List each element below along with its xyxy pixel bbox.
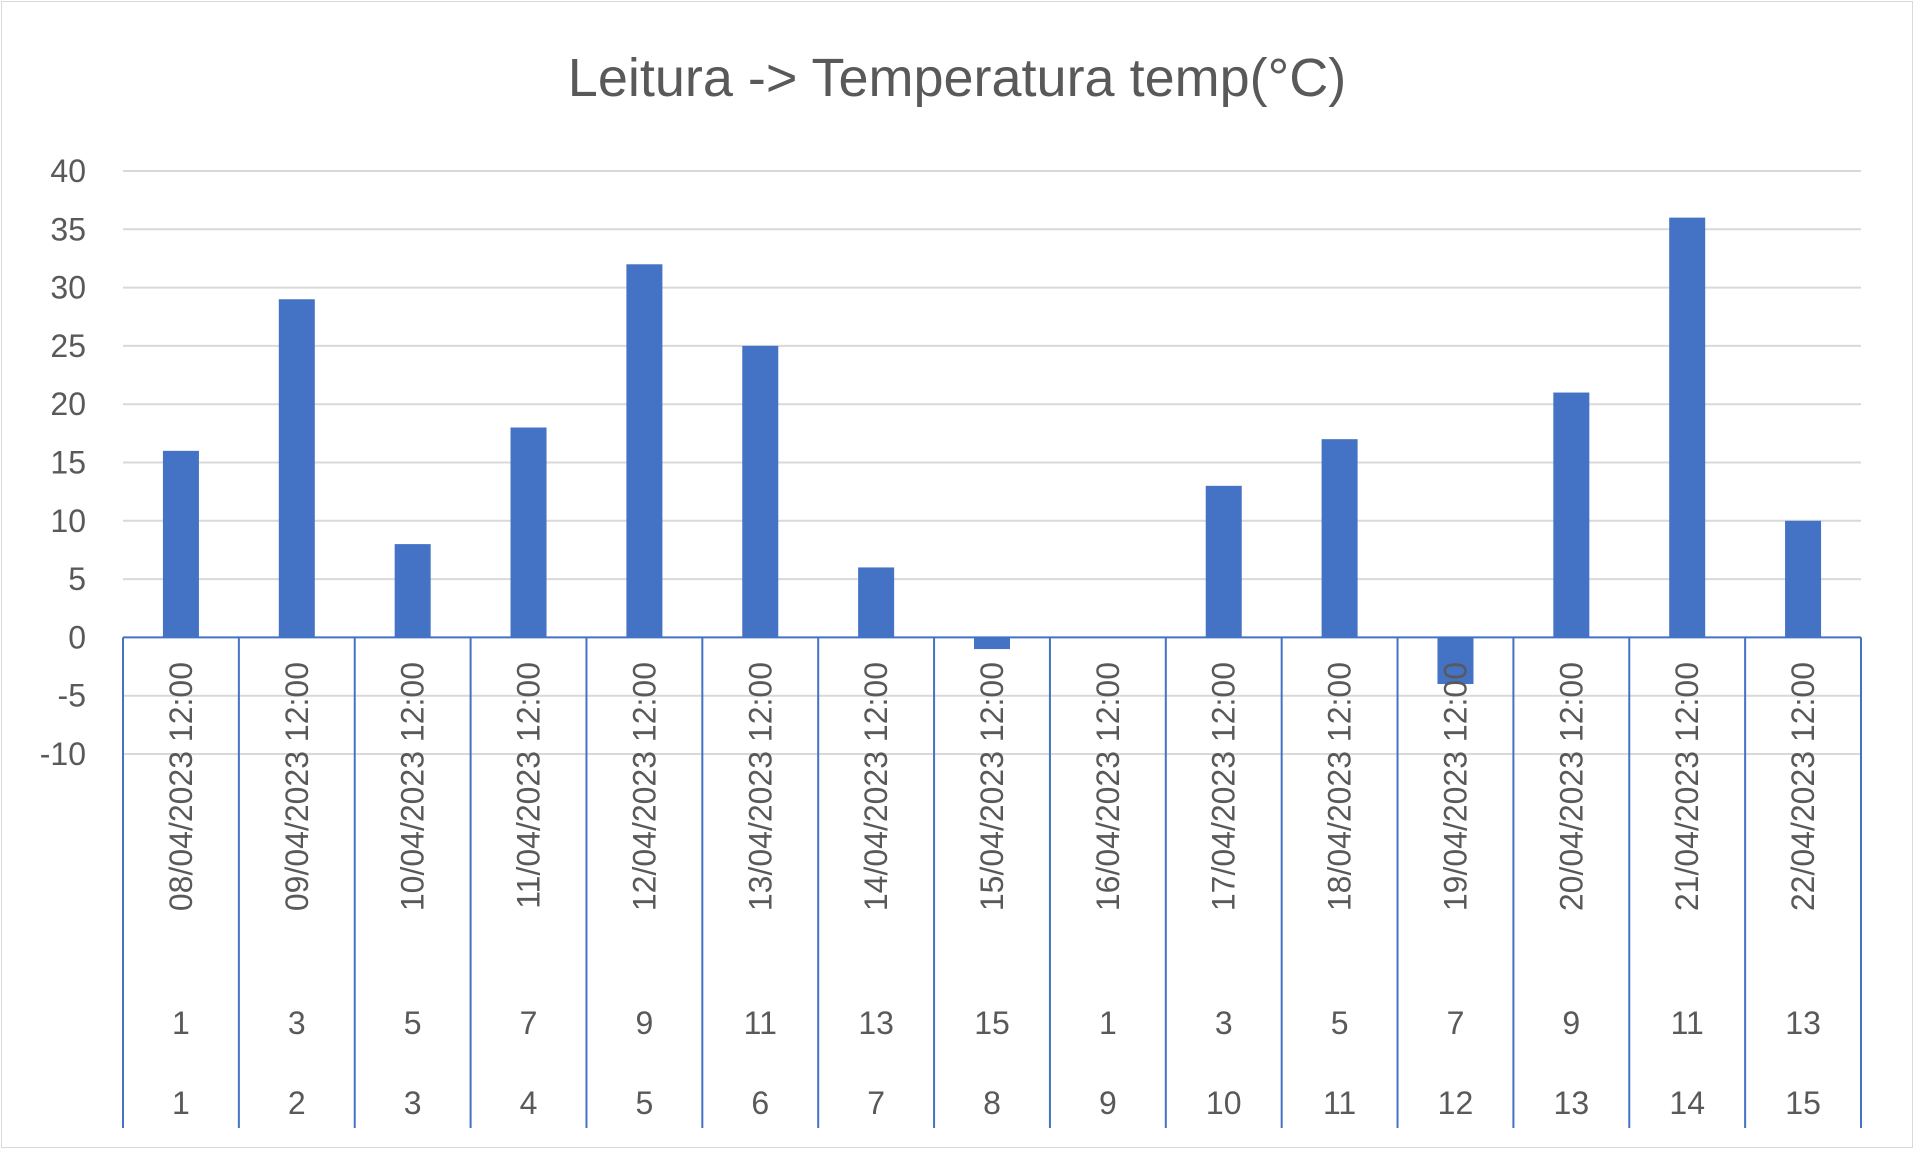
bar <box>1669 217 1706 638</box>
x-tick-label-date: 20/04/2023 12:00 <box>1553 662 1589 911</box>
y-tick-label: 5 <box>68 561 86 597</box>
y-tick-label: 25 <box>50 328 86 364</box>
x-tick-label-level3: 13 <box>1554 1085 1590 1121</box>
x-tick-label-date: 14/04/2023 12:00 <box>858 662 894 911</box>
x-tick-label-level3: 14 <box>1669 1085 1705 1121</box>
x-tick-label-level2: 1 <box>172 1005 190 1041</box>
x-tick-label-level2: 11 <box>1671 1005 1704 1041</box>
x-tick-label-date: 18/04/2023 12:00 <box>1322 662 1358 911</box>
x-tick-label-date: 15/04/2023 12:00 <box>974 662 1010 911</box>
y-tick-label: 40 <box>50 153 86 189</box>
x-tick-label-date: 17/04/2023 12:00 <box>1206 662 1242 911</box>
x-tick-label-level3: 12 <box>1438 1085 1474 1121</box>
bar <box>626 264 663 638</box>
x-tick-label-level2: 3 <box>1215 1005 1233 1041</box>
bar <box>1321 439 1358 638</box>
x-tick-label-level3: 8 <box>983 1085 1001 1121</box>
x-tick-label-level2: 1 <box>1099 1005 1117 1041</box>
bar <box>394 544 431 638</box>
x-tick-label-level3: 5 <box>636 1085 654 1121</box>
y-axis-ticks: 40 35 30 25 20 15 10 5 0 -5 -10 <box>40 153 86 772</box>
x-tick-label-level2: 13 <box>1785 1005 1821 1041</box>
bar <box>858 567 895 638</box>
x-tick-label-level3: 10 <box>1206 1085 1242 1121</box>
x-tick-label-level3: 3 <box>404 1085 422 1121</box>
x-tick-label-date: 19/04/2023 12:00 <box>1437 662 1473 911</box>
y-tick-label: -5 <box>58 678 86 714</box>
bar <box>1205 485 1242 638</box>
x-tick-label-level2: 9 <box>636 1005 654 1041</box>
x-tick-label-level3: 7 <box>867 1085 885 1121</box>
x-tick-label-date: 08/04/2023 12:00 <box>163 662 199 911</box>
x-tick-label-level2: 15 <box>974 1005 1010 1041</box>
x-tick-label-level3: 9 <box>1099 1085 1117 1121</box>
x-tick-label-level2: 7 <box>520 1005 538 1041</box>
x-tick-label-level2: 3 <box>288 1005 306 1041</box>
x-tick-label-level3: 2 <box>288 1085 306 1121</box>
x-tick-label-level2: 11 <box>744 1005 777 1041</box>
x-tick-label-level2: 7 <box>1447 1005 1465 1041</box>
bar <box>278 299 315 638</box>
bar <box>162 450 199 638</box>
category-axis <box>122 636 1862 1128</box>
x-tick-label-date: 13/04/2023 12:00 <box>742 662 778 911</box>
x-tick-label-level2: 5 <box>1331 1005 1349 1041</box>
x-tick-label-level3: 4 <box>520 1085 538 1121</box>
y-tick-label: 20 <box>50 386 86 422</box>
x-tick-label-level3: 1 <box>172 1085 190 1121</box>
bar <box>1437 637 1474 685</box>
y-tick-label: 0 <box>68 619 86 655</box>
bar <box>1785 520 1822 638</box>
y-tick-label: 35 <box>50 211 86 247</box>
bar <box>1553 392 1590 638</box>
y-tick-label: 10 <box>50 503 86 539</box>
x-tick-label-level2: 5 <box>404 1005 422 1041</box>
x-tick-label-date: 09/04/2023 12:00 <box>279 662 315 911</box>
y-tick-label: -10 <box>40 736 86 772</box>
x-tick-label-level3: 6 <box>751 1085 769 1121</box>
x-tick-label-date: 12/04/2023 12:00 <box>626 662 662 911</box>
x-tick-label-date: 22/04/2023 12:00 <box>1785 662 1821 911</box>
x-tick-label-level3: 11 <box>1323 1085 1356 1121</box>
x-tick-label-date: 21/04/2023 12:00 <box>1669 662 1705 911</box>
x-tick-label-date: 11/04/2023 12:00 <box>511 662 547 909</box>
x-tick-label-level3: 15 <box>1785 1085 1821 1121</box>
bar <box>510 427 547 638</box>
chart-title: Leitura -> Temperatura temp(°C) <box>568 48 1346 108</box>
y-tick-label: 15 <box>50 445 86 481</box>
y-tick-label: 30 <box>50 270 86 306</box>
bars <box>162 217 1822 685</box>
x-tick-label-level2: 13 <box>858 1005 894 1041</box>
bar <box>974 637 1010 650</box>
x-tick-label-date: 16/04/2023 12:00 <box>1090 662 1126 911</box>
x-tick-label-date: 10/04/2023 12:00 <box>395 662 431 911</box>
x-tick-label-level2: 9 <box>1562 1005 1580 1041</box>
bar <box>742 345 779 638</box>
